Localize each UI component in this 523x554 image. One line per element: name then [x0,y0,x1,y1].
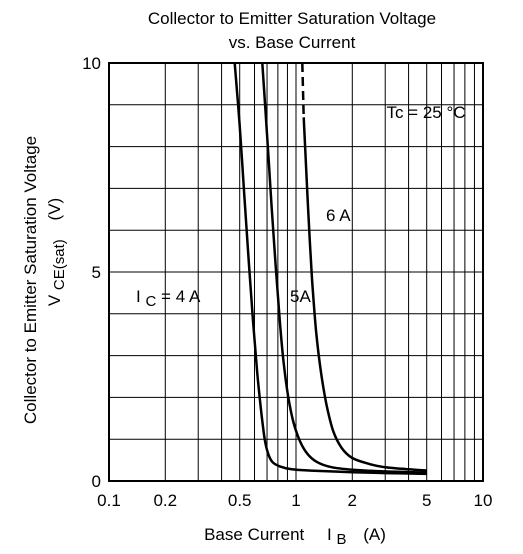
x-tick-label: 2 [348,491,357,510]
x-axis-label-main: Base Current [204,525,304,544]
curve-5a [261,62,427,474]
curve-6a-dashed [301,62,305,118]
y-tick-labels: 0 5 10 [82,54,101,491]
series-label-4a-prefix: I [136,287,141,306]
x-tick-labels: 0.1 0.2 0.5 1 2 5 10 [97,491,492,510]
x-axis-label-sub: B [336,531,346,548]
y-axis-label: Collector to Emitter Saturation Voltage [21,136,40,424]
series-label-4a-sub: C [145,293,156,310]
y-axis-symbol-v: V [45,294,64,306]
series-label-4a-suffix: = 4 A [161,287,201,306]
x-tick-label: 0.1 [97,491,121,510]
x-axis-label: Base Current I B (A) [204,525,386,548]
series-label-6a: 6 A [326,206,351,225]
x-tick-label: 0.5 [228,491,252,510]
y-axis-symbol-unit: (V) [45,198,64,221]
y-axis-label-main: Collector to Emitter Saturation Voltage [21,136,40,424]
x-tick-label: 5 [422,491,431,510]
x-axis-label-sym: I [327,525,332,544]
series-label-5a: 5A [290,287,311,306]
svg-text:V CE(sat) (V): V CE(sat) (V) [45,198,68,306]
y-tick-label: 0 [92,472,101,491]
grid-lines [109,63,483,481]
y-tick-label: 10 [82,54,101,73]
chart-title-line1: Collector to Emitter Saturation Voltage [148,9,436,28]
x-axis-label-unit: (A) [363,525,386,544]
x-tick-label: 0.2 [153,491,177,510]
y-axis-symbol: V CE(sat) (V) [45,198,68,306]
x-tick-label: 1 [291,491,300,510]
condition-label: Tc = 25 °C [386,103,465,122]
x-tick-label: 10 [474,491,493,510]
y-axis-symbol-sub: CE(sat) [51,239,68,290]
curve-4a [233,62,427,476]
y-tick-label: 5 [92,263,101,282]
series-label-4a: I C = 4 A [136,287,201,310]
curves-group [233,62,427,476]
chart-title-line2: vs. Base Current [229,33,356,52]
curve-6a [302,117,427,472]
plot-frame [108,62,484,482]
